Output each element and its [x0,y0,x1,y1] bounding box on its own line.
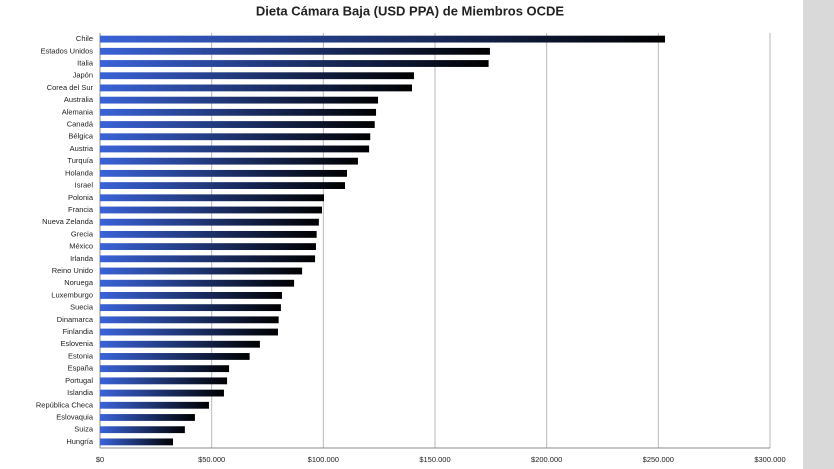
y-tick-label: Israel [75,181,94,190]
bar [100,84,412,92]
bar [100,108,377,116]
bar [100,426,185,434]
bar [100,414,195,421]
y-tick-label: España [68,364,94,373]
y-tick-label: República Checa [36,400,94,409]
bar [100,267,303,275]
y-tick-label: México [69,242,93,251]
y-tick-label: Italia [77,58,94,67]
bar [100,438,174,446]
x-tick-label: $0 [96,455,104,464]
y-tick-label: Estados Unidos [40,46,93,55]
y-tick-label: Grecia [71,229,94,238]
y-tick-label: Noruega [64,278,94,287]
y-tick-label: Reino Unido [52,266,93,275]
bar [100,145,370,153]
bar [100,353,250,360]
bar [100,35,666,43]
side-strip [803,0,834,469]
bar [100,169,348,177]
bar [100,133,371,141]
x-tick-label: $250.000 [643,455,674,464]
y-tick-label: Eslovaquia [56,412,94,421]
y-tick-label: Holanda [65,168,94,177]
bar [100,96,379,104]
bar [100,304,281,312]
y-tick-label: Turquía [67,156,93,165]
y-tick-label: Francia [68,205,94,214]
bar [100,377,228,385]
bar [100,292,283,299]
y-tick-label: Eslovenia [60,339,93,348]
bar [100,279,295,287]
bar [100,194,325,202]
bar [100,206,322,214]
bar [100,157,358,165]
y-tick-label: Finlandia [63,327,94,336]
y-tick-label: Estonia [68,351,94,360]
x-tick-label: $200.000 [531,455,562,464]
y-tick-label: Dinamarca [57,315,94,324]
bar [100,182,345,189]
y-tick-label: Corea del Sur [47,83,94,92]
bar [100,243,316,251]
bar [100,60,489,67]
y-tick-label: Nueva Zelanda [42,217,94,226]
y-tick-label: Austria [70,144,94,153]
x-tick-label: $150.000 [419,455,450,464]
y-tick-label: Bélgica [68,132,93,141]
y-tick-label: Canadá [67,120,94,129]
y-tick-label: Hungría [66,437,94,446]
bar [100,316,279,324]
bar [100,365,230,373]
bar [100,72,415,80]
bar [100,401,209,409]
bar [100,255,316,263]
y-tick-label: Japón [73,71,93,80]
y-tick-label: Chile [76,34,93,43]
bar [100,121,375,128]
x-tick-label: $300.000 [754,455,785,464]
y-tick-label: Suiza [74,425,94,434]
y-tick-label: Islandia [67,388,94,397]
y-tick-label: Suecia [70,303,94,312]
bar [100,47,490,55]
y-tick-label: Portugal [65,376,93,385]
bar [100,218,319,226]
bar [100,328,278,336]
bar [100,230,317,238]
x-tick-label: $100.000 [308,455,339,464]
y-tick-label: Australia [64,95,94,104]
chart-title: Dieta Cámara Baja (USD PPA) de Miembros … [256,3,565,18]
y-tick-label: Irlanda [70,254,94,263]
bar [100,389,224,397]
y-tick-label: Alemania [62,107,94,116]
y-tick-label: Luxemburgo [51,290,93,299]
y-tick-label: Polonia [68,193,94,202]
bar [100,340,260,348]
x-tick-label: $50.000 [198,455,225,464]
